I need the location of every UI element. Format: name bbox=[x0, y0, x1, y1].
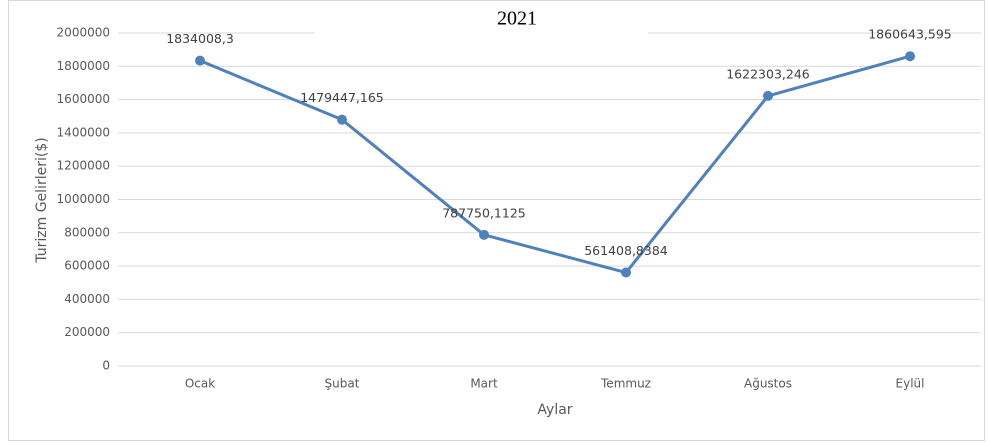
x-tick-label: Ocak bbox=[185, 377, 215, 391]
x-tick-label: Temmuz bbox=[600, 377, 651, 391]
y-tick-label: 1200000 bbox=[57, 159, 110, 173]
y-tick-label: 0 bbox=[102, 359, 110, 373]
y-tick-label: 200000 bbox=[64, 325, 110, 339]
data-point bbox=[337, 114, 347, 125]
data-point bbox=[905, 51, 915, 62]
data-label: 1479447,165 bbox=[300, 90, 384, 105]
data-label: 561408,8384 bbox=[584, 243, 668, 258]
series-line bbox=[199, 54, 911, 275]
x-tick-label: Eylül bbox=[896, 377, 925, 391]
y-tick-label: 800000 bbox=[64, 225, 110, 239]
data-point bbox=[763, 90, 773, 101]
data-point bbox=[621, 267, 631, 278]
x-tick-label: Şubat bbox=[325, 377, 360, 391]
title-background bbox=[315, 6, 648, 38]
y-tick-label: 1000000 bbox=[57, 192, 110, 206]
chart-title: 2021 bbox=[497, 8, 537, 30]
data-point bbox=[195, 55, 205, 66]
data-label: 1860643,595 bbox=[868, 27, 952, 42]
data-point bbox=[479, 229, 489, 240]
y-tick-label: 1800000 bbox=[57, 59, 110, 73]
data-label: 1622303,246 bbox=[726, 66, 810, 81]
y-tick-label: 400000 bbox=[64, 292, 110, 306]
y-tick-label: 1400000 bbox=[57, 125, 110, 139]
data-label: 787750,1125 bbox=[442, 205, 526, 220]
grid bbox=[118, 32, 981, 367]
y-tick-label: 600000 bbox=[64, 259, 110, 273]
data-label: 1834008,3 bbox=[166, 31, 234, 46]
y-tick-label: 2000000 bbox=[57, 26, 110, 40]
x-axis-label: Aylar bbox=[537, 402, 572, 418]
y-tick-label: 1600000 bbox=[57, 92, 110, 106]
x-tick-label: Mart bbox=[470, 377, 498, 391]
x-tick-label: Ağustos bbox=[744, 377, 792, 391]
chart-border bbox=[8, 0, 985, 441]
y-axis-label: Turizm Gelirleri($) bbox=[34, 137, 50, 263]
